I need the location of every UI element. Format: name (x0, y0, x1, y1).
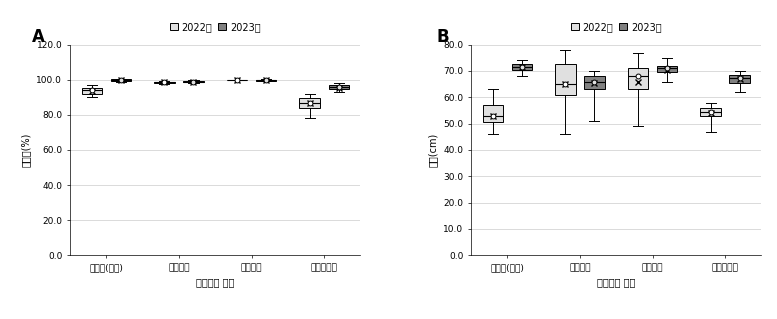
PathPatch shape (256, 80, 277, 81)
Y-axis label: 출현율(%): 출현율(%) (21, 133, 31, 167)
PathPatch shape (183, 81, 204, 82)
PathPatch shape (82, 88, 102, 94)
PathPatch shape (483, 105, 503, 122)
PathPatch shape (555, 64, 576, 95)
PathPatch shape (511, 64, 532, 70)
Legend: 2022년, 2023년: 2022년, 2023년 (567, 18, 665, 36)
X-axis label: 비님멸칭 처리: 비님멸칭 처리 (597, 278, 636, 287)
PathPatch shape (154, 82, 175, 83)
Y-axis label: 경장(cm): 경장(cm) (427, 133, 437, 167)
Legend: 2022년, 2023년: 2022년, 2023년 (166, 18, 264, 36)
PathPatch shape (584, 76, 605, 89)
PathPatch shape (657, 66, 678, 72)
PathPatch shape (730, 75, 750, 83)
X-axis label: 비닐멀칭 처리: 비닐멀칭 처리 (196, 278, 235, 287)
Text: B: B (436, 28, 448, 46)
PathPatch shape (299, 98, 320, 108)
Text: A: A (32, 28, 45, 46)
PathPatch shape (700, 108, 721, 116)
PathPatch shape (110, 79, 131, 81)
PathPatch shape (628, 68, 648, 89)
PathPatch shape (329, 85, 349, 89)
